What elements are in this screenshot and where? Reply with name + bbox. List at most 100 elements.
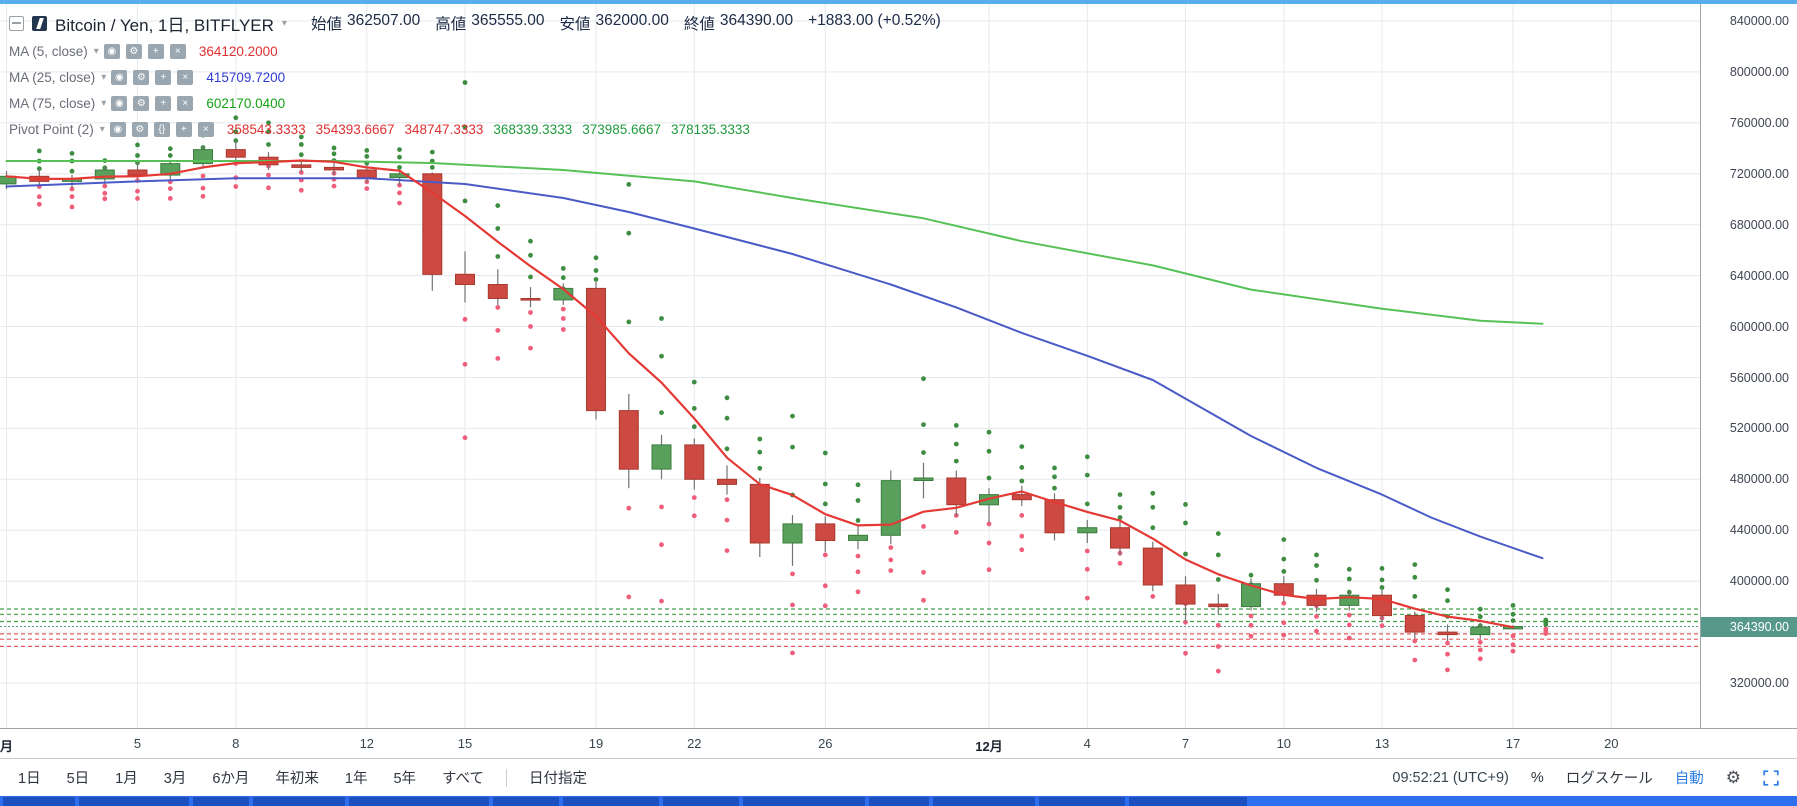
close-icon[interactable]: × — [177, 70, 194, 85]
chart-legend: Bitcoin / Yen, 1日, BITFLYER ▾ 始値 362507.0… — [9, 10, 941, 140]
taskbar-button[interactable] — [3, 797, 75, 806]
price-tick-label: 760000.00 — [1729, 115, 1789, 130]
time-tick-label: 15 — [457, 736, 473, 751]
close-icon[interactable]: × — [197, 122, 214, 137]
gear-icon[interactable]: ⚙ — [125, 44, 142, 59]
high-label: 高値 — [435, 16, 467, 33]
fullscreen-icon[interactable] — [1763, 769, 1779, 786]
eye-icon[interactable]: ◉ — [109, 122, 126, 137]
symbol-logo-icon — [32, 15, 47, 31]
study-value: 415709.7200 — [206, 70, 286, 85]
taskbar-button[interactable] — [349, 797, 489, 806]
price-tick-label: 800000.00 — [1729, 64, 1789, 79]
time-tick-label: 20 — [1604, 736, 1619, 751]
pivot-dots-layer — [36, 80, 1549, 674]
range-button[interactable]: 1月 — [115, 771, 138, 787]
auto-scale-button[interactable]: 自動 — [1674, 771, 1704, 787]
study-name[interactable]: Pivot Point (2) — [9, 122, 94, 137]
gear-icon[interactable]: ⚙ — [133, 96, 150, 111]
range-button[interactable]: 6か月 — [212, 771, 250, 787]
study-values: 602170.0400 — [206, 96, 285, 111]
study-name[interactable]: MA (5, close) — [9, 44, 88, 59]
gear-icon[interactable]: ⚙ — [131, 122, 148, 137]
price-tick-label: 720000.00 — [1729, 166, 1789, 181]
time-tick-label: 13 — [1374, 736, 1390, 751]
taskbar-button[interactable] — [1039, 797, 1125, 806]
price-tick-label: 840000.00 — [1729, 14, 1789, 28]
study-name[interactable]: MA (25, close) — [9, 70, 96, 85]
chevron-down-icon: ▾ — [101, 72, 107, 83]
taskbar — [0, 796, 1797, 806]
taskbar-button[interactable] — [193, 797, 249, 806]
time-tick-label: 17 — [1505, 736, 1521, 751]
study-row: Pivot Point (2) ▾ ◉ ⚙ {} + × 358543.3333 354393.… — [9, 119, 941, 140]
plus-icon[interactable]: + — [175, 122, 192, 137]
taskbar-button[interactable] — [493, 797, 559, 806]
range-button[interactable]: 1年 — [344, 771, 368, 787]
window-top-edge — [0, 0, 1797, 4]
last-price-tag: 364390.00 — [1701, 616, 1797, 637]
taskbar-button[interactable] — [743, 797, 865, 806]
close-value: 364390.00 — [719, 12, 794, 29]
range-button[interactable]: すべて — [442, 771, 484, 787]
time-tick-label: 22 — [687, 736, 702, 751]
price-chart[interactable] — [0, 4, 1700, 728]
study-row: MA (75, close) ▾ ◉ ⚙ + × 602170.0400 — [9, 93, 941, 114]
study-value: 368339.3333 — [493, 122, 573, 137]
time-axis[interactable]: 月 5 8 12 15 19 22 26 12月 4 7 10 13 17 20 — [0, 728, 1797, 759]
taskbar-button[interactable] — [933, 797, 1035, 806]
bottom-toolbar: 1日 5日 1月 3月 6か月 年初来 1年 5年 すべて 日付指定 09:52:21 (UTC… — [0, 758, 1797, 796]
study-value: 602170.0400 — [206, 96, 286, 111]
range-button[interactable]: 年初来 — [275, 771, 319, 787]
change-value: +1883.00 (+0.52%) — [808, 12, 941, 29]
close-icon[interactable]: × — [169, 44, 186, 59]
ohlc-readout: 始値 362507.00 高値 365555.00 安値 362000.00 終値 36… — [311, 12, 941, 34]
log-scale-button[interactable]: ログスケール — [1565, 771, 1653, 787]
braces-icon[interactable]: {} — [153, 122, 170, 137]
range-button[interactable]: 1日 — [18, 771, 41, 787]
price-axis[interactable]: 840000.00 800000.00 760000.00 720000.00 6800… — [1700, 4, 1797, 728]
close-icon[interactable]: × — [177, 96, 194, 111]
low-value: 362000.00 — [595, 12, 669, 29]
price-chart-svg[interactable] — [0, 4, 1700, 728]
study-value: 348747.3333 — [404, 122, 484, 137]
taskbar-button[interactable] — [79, 797, 189, 806]
plus-icon[interactable]: + — [155, 70, 172, 85]
price-tick-label: 640000.00 — [1729, 268, 1789, 283]
percent-scale-button[interactable]: % — [1530, 769, 1544, 786]
chevron-down-icon: ▾ — [101, 98, 107, 109]
price-tick-label: 520000.00 — [1729, 421, 1789, 436]
chevron-down-icon: ▾ — [281, 17, 287, 29]
taskbar-button[interactable] — [869, 797, 929, 806]
eye-icon[interactable]: ◉ — [103, 44, 120, 59]
range-button[interactable]: 5年 — [393, 771, 417, 787]
time-tick-label: 4 — [1083, 736, 1091, 751]
price-tick-label: 560000.00 — [1729, 370, 1789, 385]
time-tick-label: 12月 — [975, 739, 1003, 754]
time-tick-label: 10 — [1276, 736, 1292, 751]
eye-icon[interactable]: ◉ — [111, 70, 128, 85]
date-range-button[interactable]: 日付指定 — [528, 771, 587, 787]
time-tick-label: 8 — [232, 736, 240, 751]
range-button[interactable]: 3月 — [163, 771, 187, 787]
symbol-title-row[interactable]: Bitcoin / Yen, 1日, BITFLYER ▾ 始値 362507.0… — [9, 10, 941, 36]
symbol-title[interactable]: Bitcoin / Yen, 1日, BITFLYER — [55, 15, 274, 35]
plus-icon[interactable]: + — [155, 96, 172, 111]
study-name[interactable]: MA (75, close) — [9, 96, 96, 111]
collapse-panel-icon[interactable] — [9, 15, 24, 31]
price-tick-label: 680000.00 — [1729, 217, 1789, 232]
time-tick-label: 月 — [0, 739, 14, 754]
time-tick-label: 26 — [818, 736, 833, 751]
eye-icon[interactable]: ◉ — [111, 96, 128, 111]
close-label: 終値 — [683, 16, 715, 33]
taskbar-button[interactable] — [563, 797, 659, 806]
study-value: 358543.3333 — [226, 122, 306, 137]
studies-list: MA (5, close) ▾ ◉ ⚙ + × 364120.2000 MA (25, clo… — [9, 41, 941, 140]
taskbar-button[interactable] — [1129, 797, 1247, 806]
range-button[interactable]: 5日 — [66, 771, 90, 787]
gear-icon[interactable]: ⚙ — [133, 70, 150, 85]
settings-gear-icon[interactable]: ⚙ — [1725, 768, 1741, 787]
plus-icon[interactable]: + — [147, 44, 164, 59]
taskbar-button[interactable] — [663, 797, 739, 806]
taskbar-button[interactable] — [253, 797, 345, 806]
